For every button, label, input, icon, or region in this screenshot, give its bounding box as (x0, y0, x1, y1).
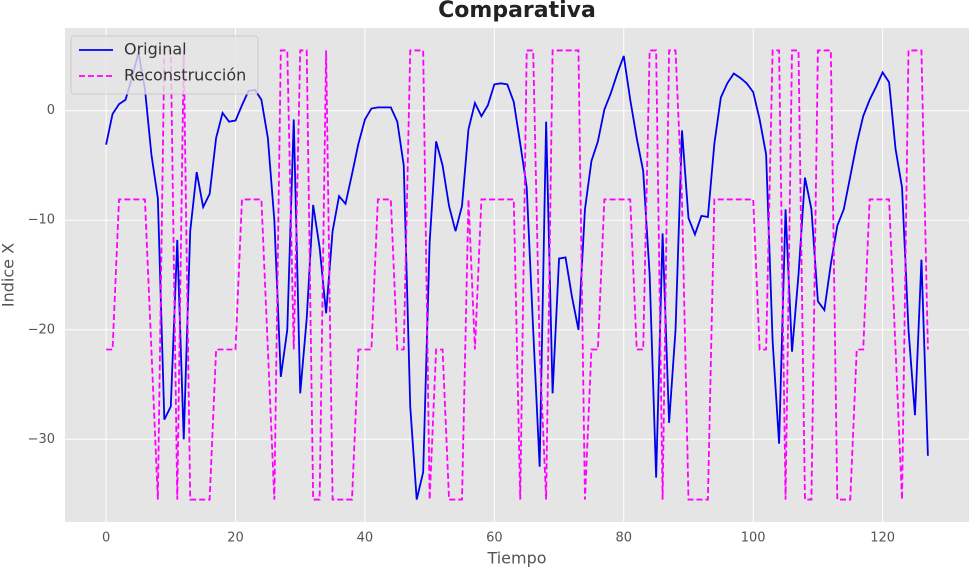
data-line (105, 52, 929, 500)
y-tick-label: −20 (28, 322, 55, 337)
x-tick-label: 80 (615, 531, 632, 546)
x-tick-label: 20 (227, 531, 244, 546)
legend: Original Reconstrucción (70, 35, 259, 95)
legend-box (70, 35, 259, 95)
legend-label: Reconstrucción (124, 66, 246, 85)
y-axis-label: Indice X (0, 243, 18, 307)
plot-area (65, 28, 969, 522)
data-line (106, 49, 929, 501)
x-tick-label: 0 (102, 531, 110, 546)
x-axis-label: Tiempo (486, 549, 546, 568)
x-tick-label: 40 (357, 531, 374, 546)
x-tick-label: 100 (741, 531, 766, 546)
x-tick-label: 60 (486, 531, 503, 546)
y-tick-label: −10 (28, 213, 55, 228)
y-tick-label: 0 (47, 103, 55, 118)
x-tick-label: 120 (870, 531, 895, 546)
legend-label: Original (124, 40, 187, 59)
y-tick-label: −30 (28, 432, 55, 447)
chart-title: Comparativa (438, 0, 596, 23)
